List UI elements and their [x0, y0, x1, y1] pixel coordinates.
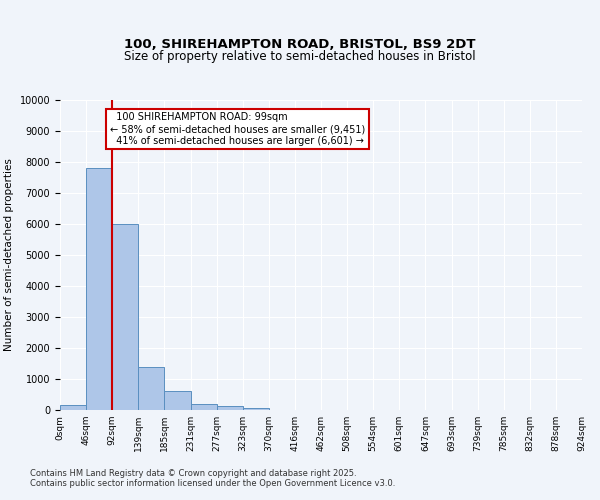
- Bar: [112, 224, 139, 410]
- Text: Contains public sector information licensed under the Open Government Licence v3: Contains public sector information licen…: [30, 478, 395, 488]
- Bar: [139, 366, 164, 410]
- Text: Contains HM Land Registry data © Crown copyright and database right 2025.: Contains HM Land Registry data © Crown c…: [30, 468, 356, 477]
- Text: Size of property relative to semi-detached houses in Bristol: Size of property relative to semi-detach…: [124, 50, 476, 63]
- Text: 100, SHIREHAMPTON ROAD, BRISTOL, BS9 2DT: 100, SHIREHAMPTON ROAD, BRISTOL, BS9 2DT: [124, 38, 476, 51]
- Bar: [86, 168, 112, 410]
- Text: 100 SHIREHAMPTON ROAD: 99sqm
← 58% of semi-detached houses are smaller (9,451)
 : 100 SHIREHAMPTON ROAD: 99sqm ← 58% of se…: [110, 112, 365, 146]
- Bar: [60, 406, 86, 410]
- Bar: [217, 406, 243, 410]
- Bar: [243, 408, 269, 410]
- Bar: [191, 404, 217, 410]
- Y-axis label: Number of semi-detached properties: Number of semi-detached properties: [4, 158, 14, 352]
- Bar: [164, 392, 191, 410]
